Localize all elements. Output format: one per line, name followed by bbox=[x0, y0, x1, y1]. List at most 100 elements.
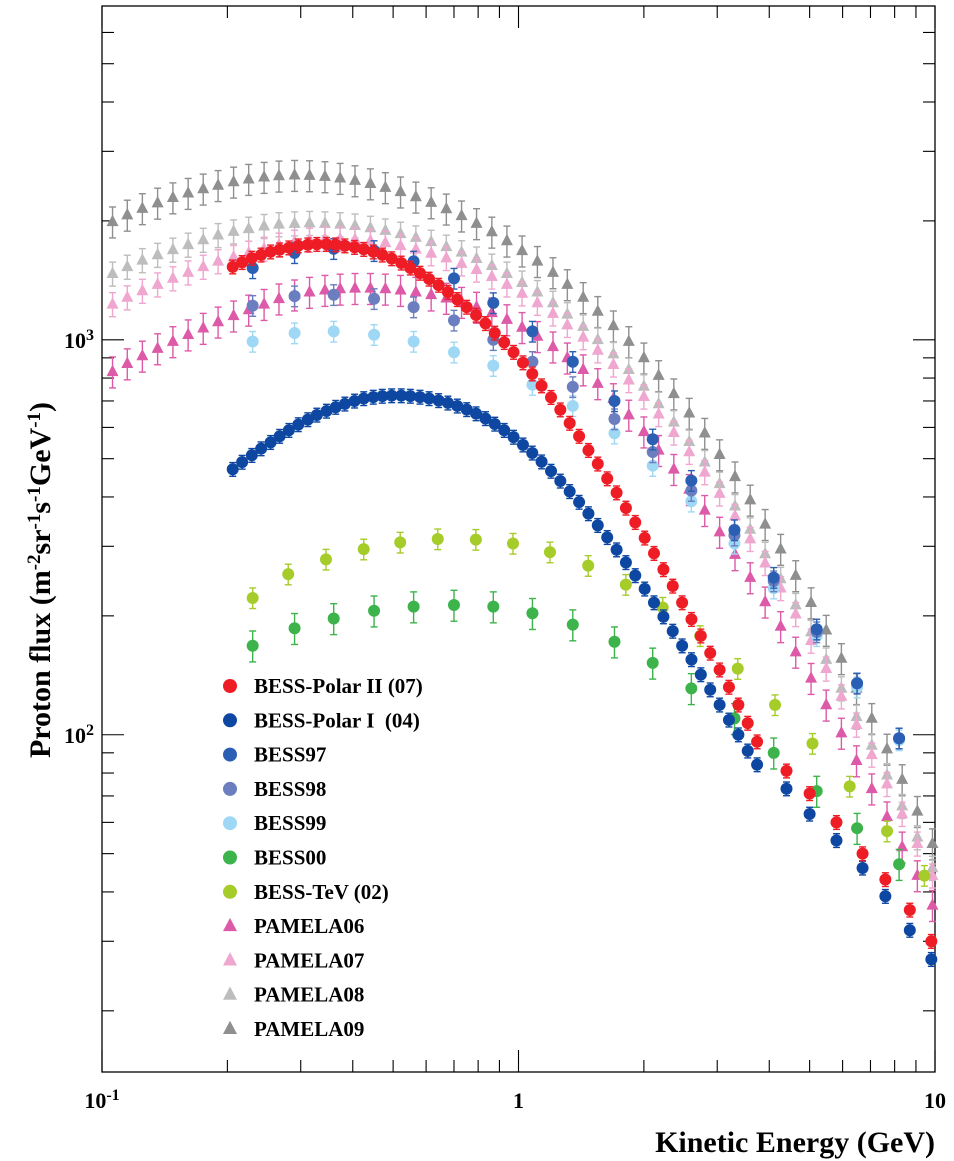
data-point bbox=[460, 403, 473, 416]
data-point bbox=[896, 806, 909, 819]
data-point bbox=[385, 252, 398, 265]
data-point bbox=[246, 335, 259, 348]
data-point bbox=[409, 189, 422, 202]
data-point bbox=[767, 746, 780, 759]
data-point bbox=[830, 816, 843, 829]
data-point bbox=[526, 325, 539, 338]
data-point bbox=[288, 216, 301, 228]
data-point bbox=[667, 386, 680, 399]
data-point bbox=[744, 492, 757, 505]
data-point bbox=[893, 732, 906, 745]
data-point bbox=[619, 502, 632, 515]
data-point bbox=[685, 474, 698, 487]
legend-label: PAMELA09 bbox=[254, 1017, 364, 1041]
data-point bbox=[769, 698, 782, 711]
data-point bbox=[500, 312, 513, 324]
series-pamela08 bbox=[106, 210, 939, 882]
data-point bbox=[288, 622, 301, 635]
series-bess-polar-i-04 bbox=[226, 388, 938, 968]
y-axis-title-sup: -2 bbox=[24, 554, 45, 570]
data-point bbox=[646, 656, 659, 669]
data-point bbox=[245, 252, 258, 265]
data-point bbox=[327, 612, 340, 625]
data-point bbox=[242, 221, 255, 234]
data-point bbox=[488, 418, 501, 431]
data-point bbox=[546, 306, 559, 318]
data-point bbox=[526, 378, 539, 391]
data-point bbox=[282, 568, 295, 581]
data-point bbox=[601, 472, 614, 485]
data-point bbox=[292, 418, 305, 431]
data-point bbox=[440, 251, 453, 263]
data-point bbox=[441, 396, 454, 409]
legend-label: BESS99 bbox=[254, 811, 326, 835]
legend-marker bbox=[223, 679, 237, 693]
data-point bbox=[272, 217, 285, 229]
data-point bbox=[487, 359, 500, 372]
data-point bbox=[676, 639, 689, 652]
data-point bbox=[479, 317, 492, 330]
data-point bbox=[607, 318, 620, 331]
data-point bbox=[607, 357, 620, 369]
data-point bbox=[407, 335, 420, 348]
data-point bbox=[896, 839, 909, 852]
y-axis-title-sup: -1 bbox=[24, 486, 45, 502]
data-point bbox=[577, 362, 590, 375]
data-point bbox=[657, 563, 670, 576]
y-axis-title-part: s bbox=[24, 502, 57, 514]
data-point bbox=[246, 299, 259, 312]
data-point bbox=[713, 663, 726, 676]
data-point bbox=[619, 578, 632, 591]
data-point bbox=[368, 292, 381, 305]
data-point bbox=[423, 392, 436, 405]
data-point bbox=[470, 251, 483, 263]
data-point bbox=[376, 248, 389, 261]
data-point bbox=[546, 339, 559, 352]
data-point bbox=[451, 399, 464, 412]
data-point bbox=[245, 449, 258, 462]
y-axis-title-sup: -1 bbox=[24, 412, 45, 428]
data-point bbox=[638, 582, 651, 595]
data-point bbox=[136, 253, 149, 265]
data-point bbox=[676, 596, 689, 609]
legend-marker bbox=[223, 884, 237, 899]
data-point bbox=[236, 256, 249, 269]
data-point bbox=[212, 228, 225, 240]
legend: BESS-Polar II (07) BESS-Polar I (04) BESS9… bbox=[223, 674, 423, 1041]
data-point bbox=[652, 368, 665, 380]
data-point bbox=[318, 216, 331, 228]
data-point bbox=[774, 542, 787, 554]
data-point bbox=[395, 389, 408, 402]
data-point bbox=[212, 314, 225, 327]
data-point bbox=[413, 267, 426, 280]
data-point bbox=[479, 412, 492, 425]
data-point bbox=[713, 447, 726, 459]
data-point bbox=[856, 847, 869, 860]
data-point bbox=[327, 325, 340, 338]
data-point bbox=[918, 869, 931, 882]
data-point bbox=[516, 320, 529, 332]
data-point bbox=[349, 281, 362, 293]
data-point bbox=[850, 717, 863, 730]
data-point bbox=[151, 341, 164, 353]
data-point bbox=[637, 350, 650, 363]
data-point bbox=[789, 568, 802, 580]
legend-label: BESS-Polar I (04) bbox=[254, 708, 420, 732]
data-point bbox=[563, 417, 576, 430]
y-axis-title-part: GeV bbox=[24, 427, 57, 486]
data-point bbox=[591, 304, 604, 316]
data-point bbox=[197, 321, 210, 333]
data-point bbox=[338, 239, 351, 252]
data-point bbox=[106, 297, 119, 309]
data-point bbox=[425, 234, 438, 247]
data-point bbox=[657, 610, 670, 623]
legend-label: BESS-Polar II (07) bbox=[254, 674, 423, 698]
data-point bbox=[881, 809, 894, 822]
data-point bbox=[409, 285, 422, 297]
x-axis-title: Kinetic Energy (GeV) bbox=[655, 1126, 935, 1159]
x-tick-label-exp: -1 bbox=[106, 1087, 119, 1104]
data-point bbox=[348, 394, 361, 407]
legend-label: PAMELA06 bbox=[254, 914, 364, 938]
data-point bbox=[394, 226, 407, 239]
data-point bbox=[404, 390, 417, 403]
